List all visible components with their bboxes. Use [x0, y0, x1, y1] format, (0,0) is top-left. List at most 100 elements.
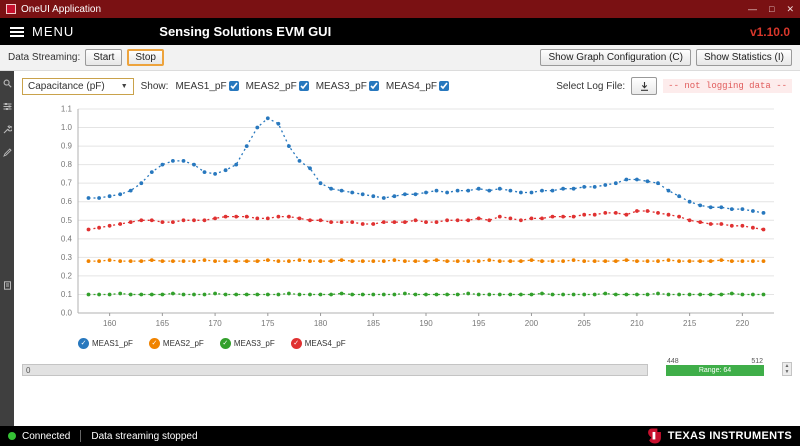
- legend-marker-icon: ✓: [78, 338, 89, 349]
- show-label: Show:: [140, 80, 169, 92]
- app-header: MENU Sensing Solutions EVM GUI v1.10.0: [0, 18, 800, 45]
- legend-label: MEAS2_pF: [162, 339, 204, 348]
- download-icon: [640, 81, 648, 91]
- legend-marker-icon: ✓: [219, 338, 231, 349]
- svg-text:1.0: 1.0: [61, 123, 73, 132]
- checkbox-group-meas1: MEAS1_pF: [175, 80, 239, 92]
- svg-text:0.9: 0.9: [61, 142, 73, 151]
- chart-legend: ✓ MEAS1_pF ✓ MEAS2_pF ✓ MEAS3_pF ✓ MEAS4_pF: [14, 335, 800, 352]
- pencil-icon[interactable]: [2, 148, 12, 157]
- chevron-down-icon: ▼: [120, 82, 128, 90]
- data-streaming-toolbar: Data Streaming: Start Stop Show Graph Co…: [0, 45, 800, 71]
- meas1-checkbox[interactable]: [228, 81, 239, 91]
- svg-text:1.1: 1.1: [61, 105, 73, 114]
- stop-button[interactable]: Stop: [127, 49, 164, 66]
- brand-logo: TEXAS INSTRUMENTS: [647, 428, 792, 444]
- svg-text:0.1: 0.1: [61, 290, 73, 299]
- legend-label: MEAS4_pF: [304, 339, 346, 348]
- window-title: OneUI Application: [21, 3, 102, 15]
- svg-text:180: 180: [314, 319, 328, 328]
- measurement-controls: Capacitance (pF) ▼ Show: MEAS1_pF MEAS2_…: [14, 71, 800, 99]
- svg-text:165: 165: [156, 319, 170, 328]
- range-slider-handle[interactable]: Range: 64: [666, 365, 764, 376]
- meas2-checkbox[interactable]: [298, 81, 309, 91]
- svg-text:215: 215: [683, 319, 697, 328]
- status-divider: [80, 430, 82, 442]
- scrollbar-value: 0: [26, 366, 31, 375]
- svg-text:195: 195: [472, 319, 486, 328]
- svg-text:0.8: 0.8: [61, 160, 73, 169]
- start-button[interactable]: Start: [85, 49, 123, 66]
- svg-text:175: 175: [261, 319, 275, 328]
- legend-item[interactable]: ✓ MEAS4_pF: [290, 338, 346, 349]
- main-panel: Capacitance (pF) ▼ Show: MEAS1_pF MEAS2_…: [14, 71, 800, 426]
- chart-canvas[interactable]: 0.0 0.1 0.2 0.3 0.4 0.5 0.6 0.7 0.8 0.9 1.0 1.1 160 1…: [22, 99, 792, 335]
- svg-text:205: 205: [578, 319, 592, 328]
- maximize-button[interactable]: □: [769, 3, 775, 14]
- connection-status-label: Connected: [22, 430, 71, 442]
- close-button[interactable]: ✕: [786, 3, 794, 14]
- range-slider: 448 512 Range: 64: [666, 358, 764, 376]
- svg-text:200: 200: [525, 319, 539, 328]
- connection-status-icon: [8, 432, 16, 440]
- chart-scroll-controls: 0 448 512 Range: 64 ▲ ▼: [14, 352, 800, 376]
- left-sidebar: [0, 71, 14, 426]
- texas-instruments-logo-icon: [647, 428, 661, 444]
- chart-horizontal-scrollbar[interactable]: 0: [22, 364, 648, 376]
- select-log-file-button[interactable]: [631, 77, 658, 95]
- spinner-down-icon[interactable]: ▼: [784, 369, 790, 375]
- status-bar: Connected Data streaming stopped TEXAS I…: [0, 426, 800, 446]
- meas4-checkbox[interactable]: [439, 81, 449, 91]
- legend-label: MEAS3_pF: [233, 339, 275, 348]
- svg-text:160: 160: [103, 319, 117, 328]
- search-icon[interactable]: [3, 79, 12, 88]
- minimize-button[interactable]: —: [748, 3, 758, 14]
- measurement-select[interactable]: Capacitance (pF) ▼: [22, 77, 134, 95]
- svg-text:170: 170: [208, 319, 222, 328]
- meas3-checkbox-label: MEAS3_pF: [315, 80, 367, 92]
- settings-sliders-icon[interactable]: [3, 102, 12, 111]
- show-statistics-button[interactable]: Show Statistics (I): [695, 49, 792, 66]
- brand-name: TEXAS INSTRUMENTS: [667, 430, 792, 442]
- svg-text:0.0: 0.0: [61, 309, 73, 318]
- legend-marker-icon: ✓: [290, 338, 302, 349]
- checkbox-group-meas3: MEAS3_pF: [316, 81, 379, 92]
- checkbox-group-meas2: MEAS2_pF: [246, 81, 309, 92]
- measurement-select-value: Capacitance (pF): [28, 80, 105, 92]
- streaming-status-label: Data streaming stopped: [91, 430, 198, 442]
- legend-item[interactable]: ✓ MEAS3_pF: [219, 338, 275, 349]
- version-label: v1.10.0: [749, 24, 790, 39]
- svg-text:210: 210: [630, 319, 644, 328]
- svg-text:0.2: 0.2: [61, 271, 73, 280]
- range-spinner[interactable]: ▲ ▼: [782, 362, 792, 376]
- show-graph-configuration-button[interactable]: Show Graph Configuration (C): [540, 49, 691, 66]
- window-titlebar: OneUI Application — □ ✕: [0, 0, 800, 18]
- legend-item[interactable]: ✓ MEAS2_pF: [148, 338, 204, 349]
- svg-text:185: 185: [367, 319, 381, 328]
- notes-icon[interactable]: [3, 281, 12, 290]
- svg-text:0.5: 0.5: [61, 216, 73, 225]
- wrench-icon[interactable]: [3, 125, 12, 134]
- meas2-checkbox-label: MEAS2_pF: [245, 80, 297, 92]
- svg-text:0.3: 0.3: [61, 253, 73, 262]
- range-min-label: 448: [667, 358, 679, 365]
- hamburger-icon: [10, 26, 24, 37]
- legend-marker-icon: ✓: [148, 338, 160, 349]
- svg-text:0.7: 0.7: [61, 179, 73, 188]
- spinner-up-icon[interactable]: ▲: [784, 363, 790, 369]
- checkbox-group-meas4: MEAS4_pF: [386, 81, 449, 92]
- svg-text:220: 220: [736, 319, 750, 328]
- menu-button[interactable]: MENU: [10, 24, 74, 39]
- legend-item[interactable]: ✓ MEAS1_pF: [78, 338, 133, 349]
- range-value-label: Range: 64: [698, 367, 732, 374]
- select-log-file-label: Select Log File:: [556, 80, 626, 92]
- meas1-checkbox-label: MEAS1_pF: [175, 80, 227, 92]
- svg-text:0.4: 0.4: [61, 234, 73, 243]
- meas3-checkbox[interactable]: [368, 81, 379, 91]
- range-max-label: 512: [751, 358, 763, 365]
- page-title: Sensing Solutions EVM GUI: [159, 24, 332, 39]
- svg-text:0.6: 0.6: [61, 197, 73, 206]
- data-streaming-label: Data Streaming:: [8, 52, 81, 63]
- legend-label: MEAS1_pF: [92, 339, 133, 348]
